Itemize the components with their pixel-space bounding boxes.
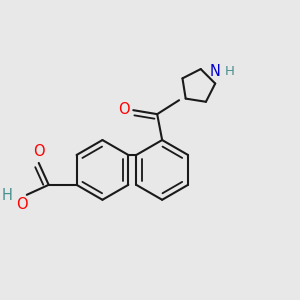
Text: O: O	[16, 197, 28, 212]
Text: O: O	[33, 144, 45, 159]
Text: H: H	[225, 65, 235, 78]
Text: N: N	[210, 64, 221, 79]
Text: O: O	[118, 102, 129, 117]
Text: H: H	[2, 188, 13, 203]
